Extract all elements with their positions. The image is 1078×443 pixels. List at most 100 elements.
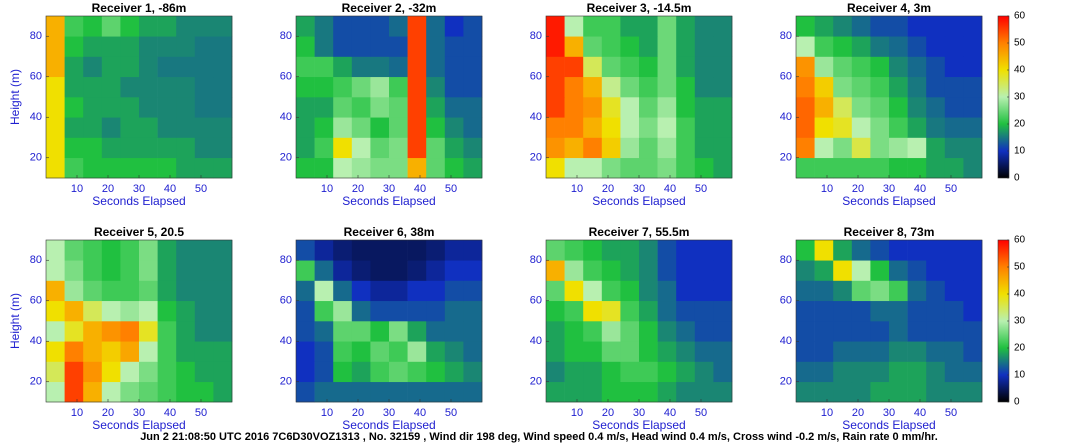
heatmap-cell	[833, 300, 853, 322]
heatmap-cell	[676, 280, 696, 302]
heatmap-cell	[814, 381, 834, 403]
x-axis-label: Seconds Elapsed	[842, 418, 935, 432]
x-tick-label: 50	[945, 183, 957, 195]
heatmap-cell	[639, 16, 658, 37]
heatmap-cell	[463, 280, 483, 302]
heatmap-cell	[601, 76, 621, 98]
heatmap-cell	[657, 381, 677, 403]
heatmap-cell	[120, 381, 140, 403]
heatmap-cell	[176, 381, 196, 403]
heatmap-cell	[546, 56, 565, 78]
heatmap-cell	[389, 361, 408, 383]
heatmap-cell	[463, 260, 483, 281]
heatmap-cell	[851, 36, 871, 57]
heatmap-cell	[46, 381, 65, 403]
heatmap-cell	[407, 260, 427, 281]
x-tick-label: 10	[321, 183, 333, 195]
heatmap-cell	[546, 36, 565, 57]
heatmap-cell	[296, 36, 315, 57]
y-tick-label: 20	[30, 376, 42, 388]
x-tick-label: 10	[571, 183, 583, 195]
heatmap-cell	[870, 240, 890, 261]
heatmap-cell	[676, 56, 696, 78]
heatmap-cell	[676, 381, 696, 403]
heatmap-cell	[676, 260, 696, 281]
heatmap-cell	[463, 16, 483, 37]
heatmap-cell	[213, 361, 233, 383]
heatmap-cell	[833, 321, 853, 342]
heatmap-cell	[583, 280, 603, 302]
x-tick-label: 10	[321, 407, 333, 419]
colorbar-tick-label: 50	[1014, 38, 1026, 49]
heatmap-cell	[676, 76, 696, 98]
heatmap-cell	[444, 97, 464, 118]
x-tick-label: 20	[352, 183, 364, 195]
y-axis-label: Height (m)	[8, 69, 22, 125]
x-tick-label: 40	[164, 183, 176, 195]
heatmap-cell	[444, 300, 464, 322]
heatmap-cell	[907, 36, 927, 57]
heatmap-cell	[620, 76, 640, 98]
heatmap-cell	[157, 240, 177, 261]
heatmap-cell	[101, 16, 121, 37]
heatmap-cell	[333, 56, 353, 78]
heatmap-cell	[889, 341, 908, 362]
x-axis-label: Seconds Elapsed	[92, 418, 185, 432]
x-tick-label: 30	[383, 183, 395, 195]
heatmap-cell	[833, 117, 853, 138]
heatmap-cell	[963, 56, 983, 78]
heatmap-cell	[564, 157, 584, 179]
heatmap-cell	[713, 16, 733, 37]
heatmap-cell	[889, 76, 908, 98]
heatmap-cell	[426, 240, 446, 261]
x-tick-label: 50	[695, 183, 707, 195]
heatmap-cell	[796, 361, 815, 383]
heatmap-cell	[870, 280, 890, 302]
heatmap-cell	[46, 240, 65, 261]
heatmap-cell	[601, 137, 621, 159]
heatmap-cell	[426, 117, 446, 138]
heatmap-cell	[639, 341, 658, 362]
heatmap-cell	[46, 117, 65, 138]
heatmap-cell	[963, 300, 983, 322]
heatmap-cell	[851, 240, 871, 261]
heatmap-cell	[333, 117, 353, 138]
heatmap-cell	[889, 157, 908, 179]
heatmap-cell	[444, 76, 464, 98]
heatmap-cell	[620, 341, 640, 362]
heatmap-cell	[926, 260, 946, 281]
heatmap-cell	[101, 76, 121, 98]
heatmap-cell	[426, 137, 446, 159]
heatmap-cell	[176, 361, 196, 383]
panel-title: Receiver 6, 38m	[344, 225, 435, 239]
heatmap-cell	[814, 117, 834, 138]
heatmap-cell	[694, 260, 714, 281]
x-tick-label: 40	[664, 183, 676, 195]
heatmap-cell	[296, 381, 315, 403]
y-tick-label: 80	[780, 254, 792, 266]
heatmap-cell	[463, 381, 483, 403]
heatmap-cell	[176, 16, 196, 37]
y-tick-label: 20	[780, 152, 792, 164]
heatmap-cell	[370, 117, 390, 138]
heatmap-cell	[139, 117, 158, 138]
heatmap-cell	[139, 157, 158, 179]
heatmap-cell	[407, 117, 427, 138]
heatmap-cell	[639, 76, 658, 98]
heatmap-cell	[333, 361, 353, 383]
heatmap-cell	[889, 280, 908, 302]
y-tick-label: 60	[780, 295, 792, 307]
y-tick-label: 80	[30, 254, 42, 266]
x-axis-label: Seconds Elapsed	[342, 194, 435, 208]
heatmap-cell	[657, 16, 677, 37]
heatmap-cell	[389, 157, 408, 179]
heatmap-cell	[713, 280, 733, 302]
heatmap-cell	[907, 381, 927, 403]
heatmap-cell	[176, 56, 196, 78]
heatmap-cell	[564, 76, 584, 98]
heatmap-cell	[601, 36, 621, 57]
heatmap-cell	[46, 321, 65, 342]
heatmap-cell	[370, 36, 390, 57]
heatmap-cell	[101, 117, 121, 138]
heatmap-cell	[314, 36, 334, 57]
